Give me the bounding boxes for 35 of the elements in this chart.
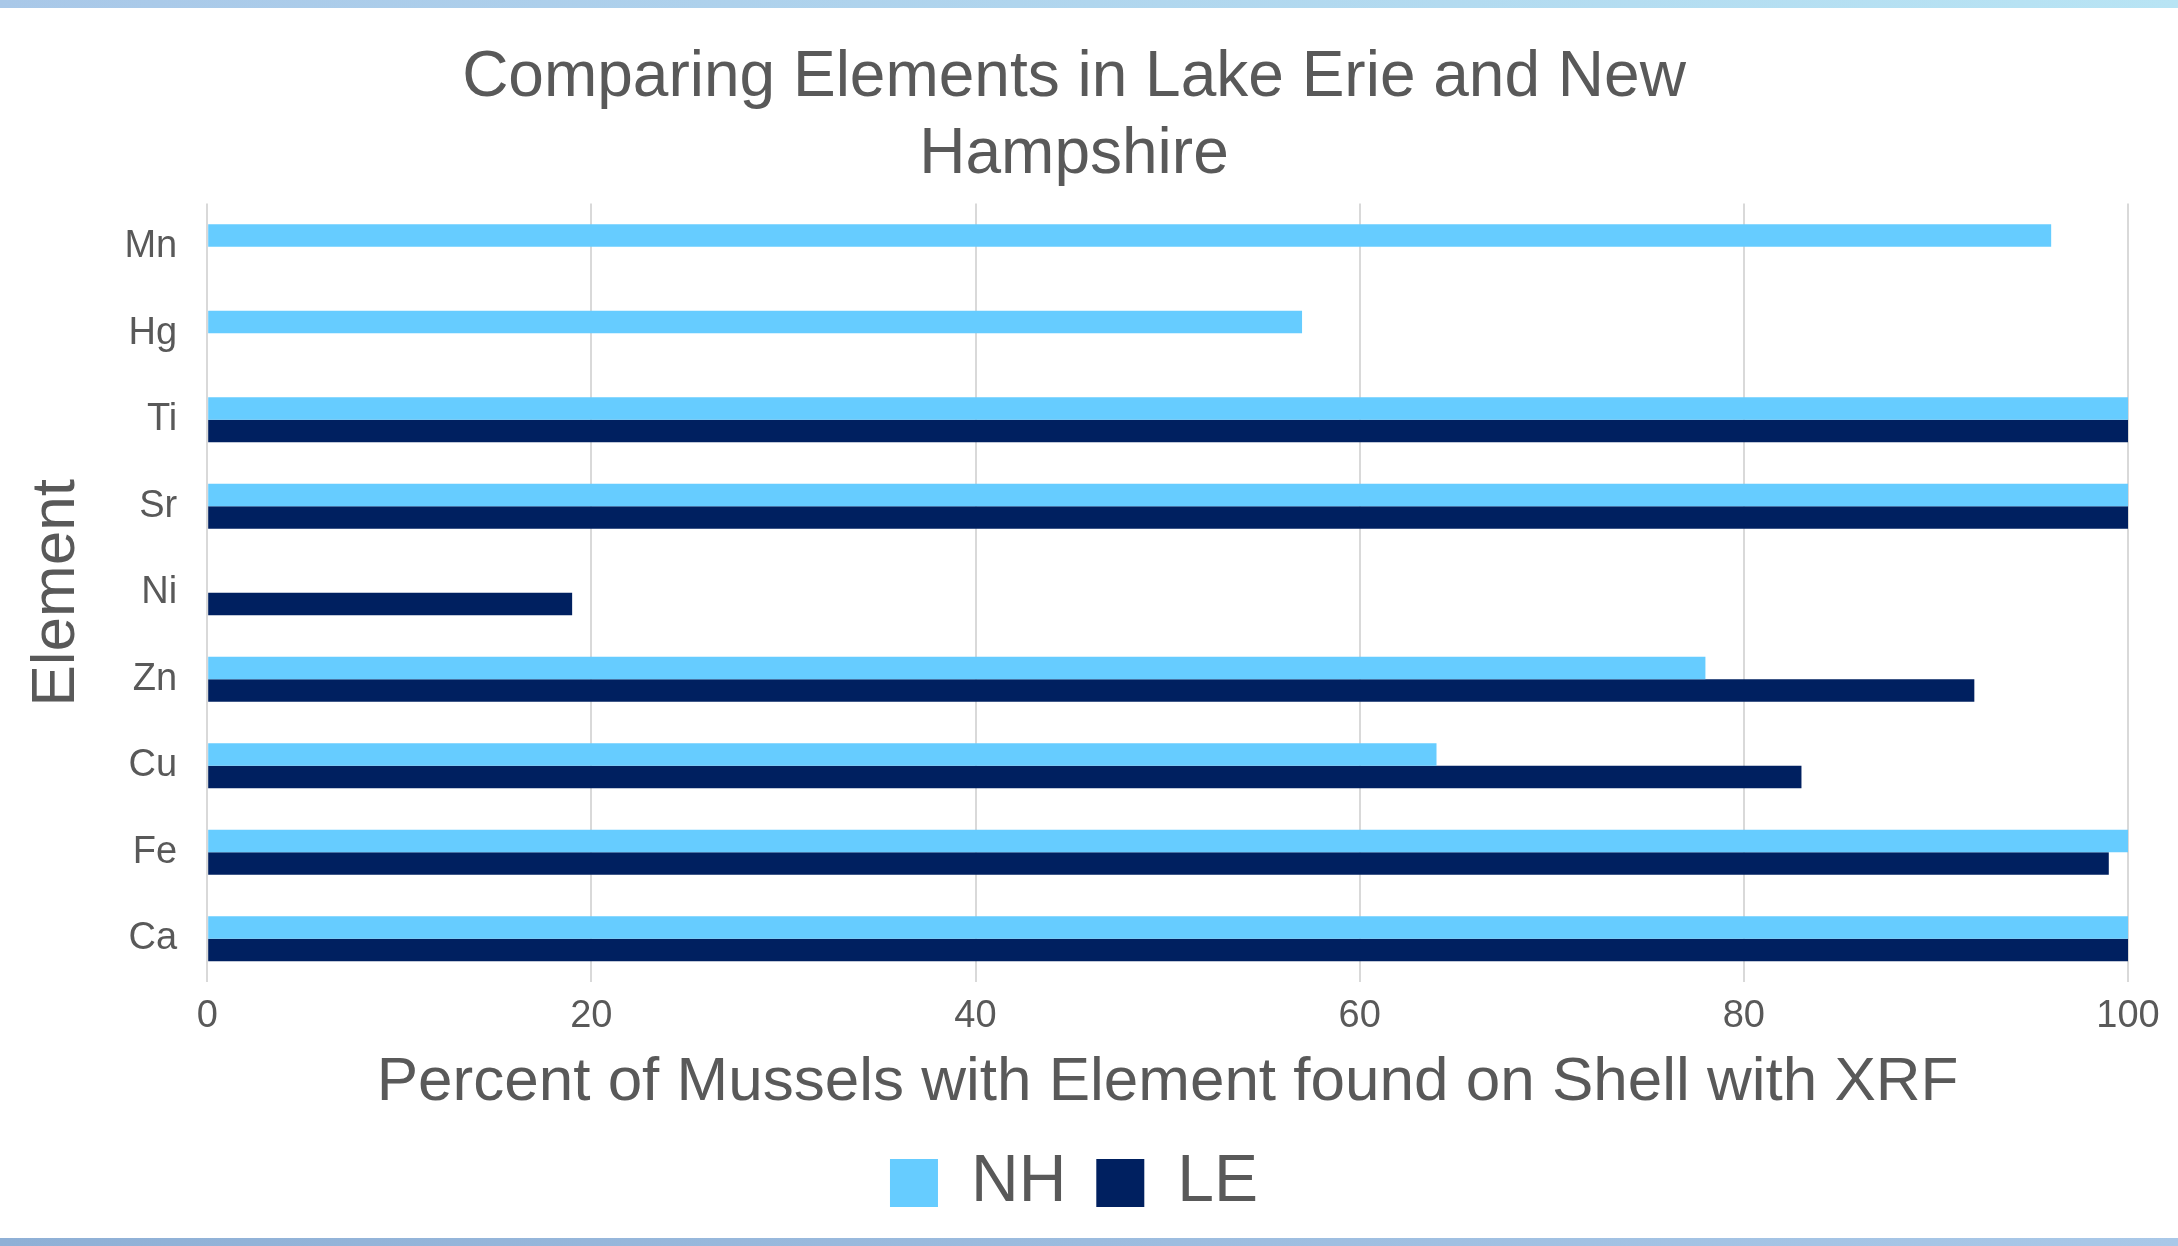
- y-tick-label: Ca: [128, 915, 179, 958]
- x-tick-label: 20: [570, 993, 613, 1036]
- bar: [208, 310, 1303, 334]
- bar: [208, 483, 2128, 507]
- bar: [208, 829, 2128, 853]
- y-tick-label: Hg: [128, 309, 178, 352]
- bar: [208, 743, 1437, 766]
- x-tick-label: 60: [1338, 993, 1381, 1036]
- legend-label: LE: [1177, 1141, 1259, 1216]
- bar: [208, 765, 1802, 789]
- x-tick-label: 0: [196, 993, 218, 1036]
- bar: [208, 916, 2128, 939]
- y-tick-label: Zn: [132, 655, 178, 698]
- bar: [208, 397, 2128, 420]
- bar: [208, 224, 2052, 247]
- y-tick-label: Ni: [141, 569, 178, 612]
- bar: [208, 938, 2128, 962]
- x-tick-label: 100: [2096, 993, 2160, 1036]
- chart-title: Comparing Elements in Lake Erie and New Hampshire: [462, 38, 1687, 187]
- bar: [208, 679, 1975, 702]
- y-tick-label: Cu: [128, 742, 178, 785]
- y-tick-label: Fe: [132, 828, 178, 871]
- x-tick-label: 80: [1722, 993, 1765, 1036]
- x-axis-title: Percent of Mussels with Element found on Shell with XRF: [376, 1043, 1959, 1113]
- y-axis-title: Element: [18, 479, 88, 707]
- y-tick-label: Sr: [139, 482, 178, 525]
- bar: [208, 852, 2109, 875]
- x-tick-label: 40: [954, 993, 997, 1036]
- legend-label: NH: [970, 1141, 1067, 1216]
- bar: [208, 656, 1706, 680]
- y-tick-label: Ti: [146, 396, 178, 439]
- bar: [208, 419, 2128, 443]
- y-tick-label: Mn: [124, 223, 178, 266]
- bar: [208, 592, 573, 616]
- bar: [208, 506, 2128, 529]
